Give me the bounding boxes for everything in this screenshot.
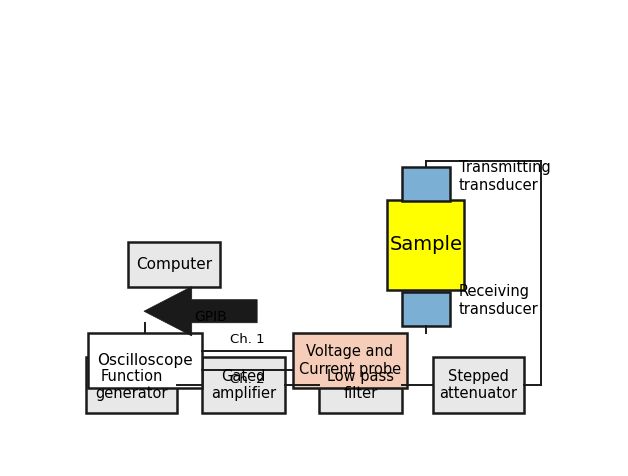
Text: Voltage and
Current probe: Voltage and Current probe — [298, 344, 401, 377]
FancyBboxPatch shape — [202, 357, 285, 413]
FancyBboxPatch shape — [387, 199, 464, 290]
Text: Gated
amplifier: Gated amplifier — [211, 369, 276, 401]
Text: Sample: Sample — [389, 236, 462, 255]
Text: Ch. 2: Ch. 2 — [230, 373, 264, 386]
Text: Ch. 1: Ch. 1 — [230, 334, 264, 347]
Text: Oscilloscope: Oscilloscope — [97, 353, 193, 368]
FancyBboxPatch shape — [433, 357, 524, 413]
Text: Computer: Computer — [136, 257, 212, 272]
FancyBboxPatch shape — [319, 357, 402, 413]
FancyBboxPatch shape — [86, 357, 177, 413]
Text: Stepped
attenuator: Stepped attenuator — [439, 369, 517, 401]
Text: Function
generator: Function generator — [95, 369, 168, 401]
Text: Low pass
filter: Low pass filter — [327, 369, 394, 401]
FancyBboxPatch shape — [293, 333, 406, 388]
Text: GPIB: GPIB — [194, 310, 227, 324]
Text: Receiving
transducer: Receiving transducer — [459, 284, 539, 317]
FancyBboxPatch shape — [128, 242, 220, 287]
FancyBboxPatch shape — [402, 167, 450, 201]
Text: Transmitting
transducer: Transmitting transducer — [459, 160, 551, 193]
FancyBboxPatch shape — [88, 333, 202, 388]
FancyBboxPatch shape — [402, 292, 450, 326]
Polygon shape — [144, 287, 257, 336]
